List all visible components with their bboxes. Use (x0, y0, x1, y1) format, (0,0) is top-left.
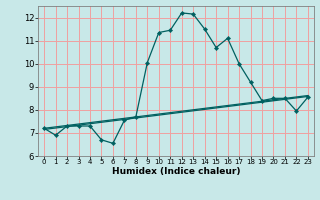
X-axis label: Humidex (Indice chaleur): Humidex (Indice chaleur) (112, 167, 240, 176)
